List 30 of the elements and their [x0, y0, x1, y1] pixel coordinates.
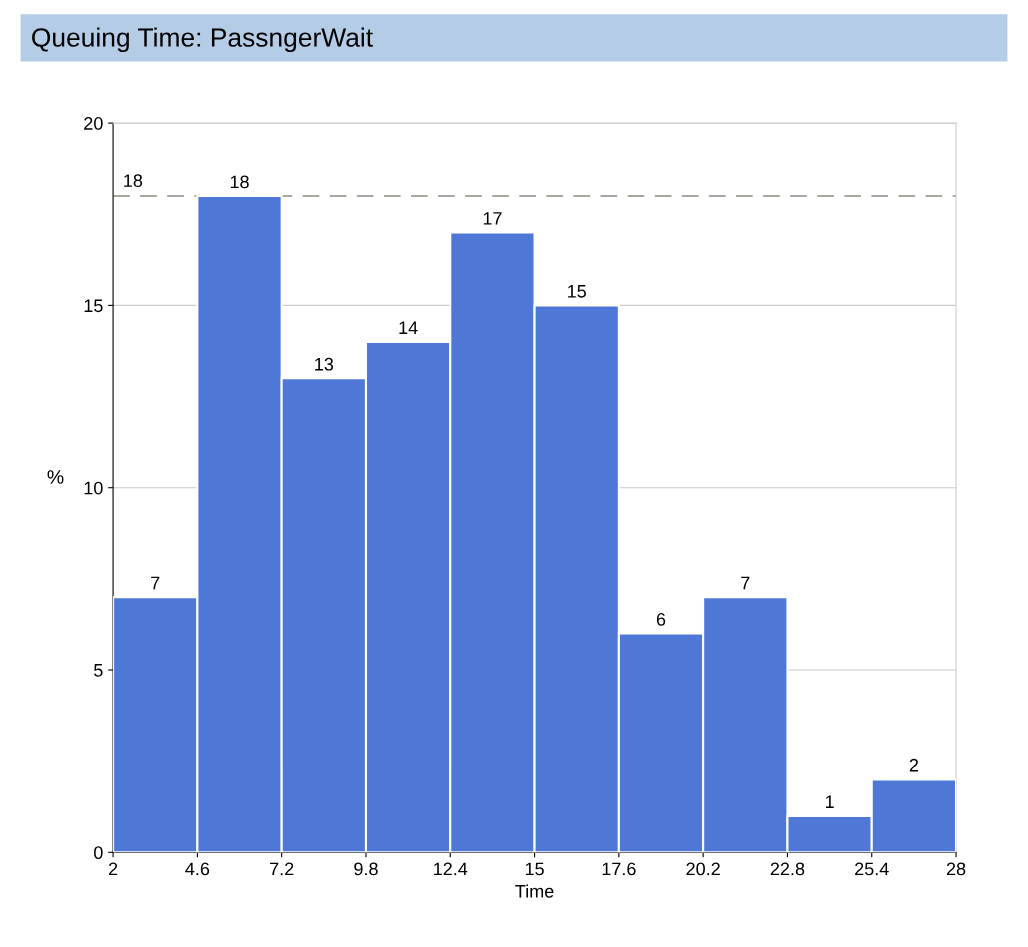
x-axis-title: Time	[515, 884, 554, 898]
x-tick-label: 17.6	[602, 862, 636, 876]
data-label: 18	[230, 175, 249, 189]
x-tick-label: 2	[108, 862, 118, 876]
ref-line-label: 18	[124, 174, 143, 187]
x-tick-label: 7.2	[270, 862, 294, 876]
y-tick-label: 10	[84, 481, 103, 495]
y-tick-label: 20	[84, 117, 103, 130]
data-label: 17	[483, 212, 502, 225]
y-tick-label: 15	[84, 299, 103, 313]
data-label: 2	[909, 758, 919, 772]
y-tick-label: 0	[94, 846, 103, 860]
data-label: 7	[741, 576, 750, 590]
data-label: 7	[151, 576, 160, 590]
data-label: 6	[656, 613, 666, 626]
data-label: 1	[825, 795, 834, 808]
x-tick-label: 12.4	[434, 862, 468, 876]
y-tick-label: 5	[94, 664, 103, 677]
x-tick-label: 20.2	[686, 862, 720, 876]
x-tick-label: 4.6	[185, 862, 210, 876]
x-tick-label: 28	[946, 862, 966, 876]
chart-title: Queuing Time: PassngerWait	[32, 27, 373, 53]
x-tick-label: 9.8	[354, 862, 378, 876]
data-label: 15	[568, 285, 586, 298]
x-tick-label: 22.8	[770, 862, 805, 876]
x-tick-label: 15	[525, 862, 544, 876]
x-tick-label: 25.4	[855, 862, 889, 876]
data-label: 14	[399, 321, 418, 334]
y-axis-title: %	[47, 470, 64, 484]
data-label: 13	[315, 357, 334, 371]
